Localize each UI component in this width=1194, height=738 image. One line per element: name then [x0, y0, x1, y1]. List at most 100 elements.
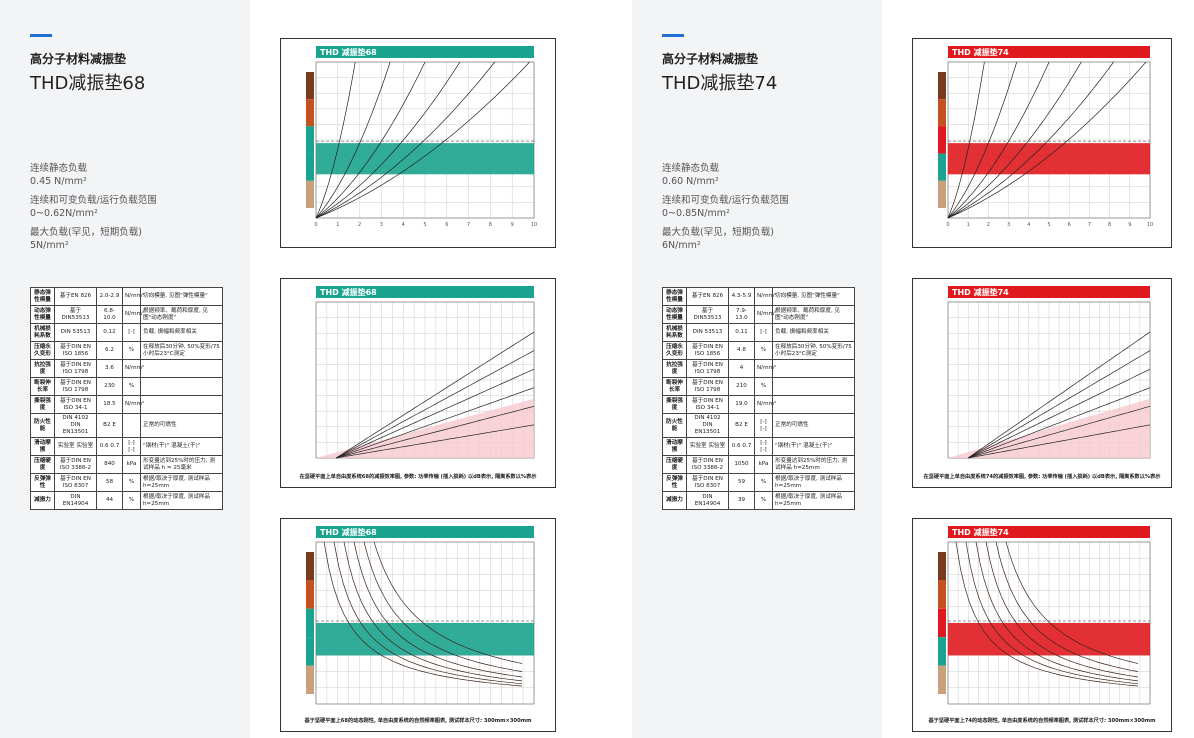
x-tick-label: 0: [314, 222, 317, 228]
curve: [315, 61, 530, 219]
table-cell: 压缩硬度: [30, 455, 55, 474]
curve: [955, 541, 1139, 687]
table-row: 抗拉强度 基于DIN EN ISO 1798 4 N/mm²: [662, 359, 855, 378]
table-cell: 4: [728, 359, 755, 378]
table-cell: B2 E: [96, 413, 123, 438]
table-row: 静态弹性模量 基于EN 826 4.3-5.9 N/mm² 切向模量, 见图"弹性模量": [662, 287, 855, 306]
spec-value: 0.60 N/mm²: [662, 176, 719, 187]
title-bar: [316, 526, 534, 538]
table-row: 动态弹性模量 基于DIN53513 6.8-10.0 N/mm² 根据频率、载荷和厚度,…: [30, 305, 223, 324]
x-tick-label: 4: [1027, 222, 1030, 228]
x-tick-label: 3: [1007, 222, 1010, 228]
table-cell: [140, 359, 223, 378]
title-bar: [948, 526, 1150, 538]
table-cell: 基于DIN EN ISO 1798: [54, 377, 97, 396]
axis-strip: [938, 153, 946, 181]
table-cell: DIN EN14904: [54, 491, 97, 510]
table-cell: 6.8-10.0: [96, 305, 123, 324]
table-cell: 切向模量, 见图"弹性模量": [140, 287, 223, 306]
curve: [965, 541, 1139, 685]
axis-strip: [938, 552, 946, 581]
spec-label: 最大负载(罕见，短期负载): [30, 227, 142, 238]
table-cell: 抗拉强度: [662, 359, 687, 378]
x-tick-label: 6: [445, 222, 448, 228]
load-band: [316, 623, 534, 656]
table-cell: 基于DIN EN ISO 1856: [54, 341, 97, 360]
curve: [343, 541, 523, 682]
table-cell: N/mm²: [754, 395, 776, 414]
table-cell: [140, 377, 223, 396]
table-row: 动态弹性模量 基于DIN53513 7.9-13.0 N/mm² 根据频率、载荷和厚度,…: [662, 305, 855, 324]
curve: [947, 61, 1114, 219]
table-cell: 1050: [728, 455, 755, 474]
spec-table: 静态弹性模量 基于EN 826 4.3-5.9 N/mm² 切向模量, 见图"弹性模量"…: [662, 287, 855, 510]
curve: [967, 368, 1151, 459]
table-cell: %: [122, 377, 141, 396]
table-cell: %: [754, 377, 773, 396]
table-cell: N/mm²: [122, 287, 144, 306]
chart-caption: 基于坚硬平面上74的动态刚性, 单自由度系统的自然频率图表, 测试样本尺寸: 3…: [927, 716, 1155, 724]
title-bar: [948, 286, 1150, 298]
table-cell: 减振力: [30, 491, 55, 510]
curve: [315, 61, 461, 219]
curve: [947, 61, 1050, 219]
axis-strip: [938, 637, 946, 666]
axis-strip: [938, 608, 946, 638]
spec-value: 6N/mm²: [662, 240, 701, 251]
curve: [995, 541, 1139, 672]
chart-title: THD 减振垫74: [952, 47, 1009, 57]
curve: [315, 61, 426, 219]
table-cell: 230: [96, 377, 123, 396]
curve: [947, 61, 1018, 219]
table-cell: DIN 53513: [54, 323, 97, 342]
table-cell: kPa: [122, 455, 141, 474]
spec-table: 静态弹性模量 基于EN 826 2.0-2.9 N/mm² 切向模量, 见图"弹性模量"…: [30, 287, 223, 510]
x-tick-label: 1: [336, 222, 339, 228]
curve: [947, 61, 985, 219]
curve: [333, 541, 523, 685]
table-cell: 0.12: [96, 323, 123, 342]
table-cell: 基于DIN EN ISO 1798: [54, 359, 97, 378]
table-cell: 正常的可燃性: [772, 413, 855, 438]
table-row: 压缩硬度 基于DIN EN ISO 3386-2 840 kPa 形变量达到25%时的压…: [30, 455, 223, 474]
table-row: 压缩永久变形 基于DIN EN ISO 1856 4.8% 在释放后30分钟, 50%…: [662, 341, 855, 360]
table-row: 压缩永久变形 基于DIN EN ISO 1856 6.2% 在释放后30分钟, 50%…: [30, 341, 223, 360]
table-cell: 撕裂强度: [662, 395, 687, 414]
table-cell: 基于DIN53513: [54, 305, 97, 324]
chart: THD 减振垫68 在坚硬平面上单自由度系统68的减振效率图, 参数: 功率传输 …: [280, 278, 556, 488]
table-row: 撕裂强度 基于DIN EN ISO 34-1 18.5 N/mm²: [30, 395, 223, 414]
table-cell: 防火性能: [30, 413, 55, 438]
x-tick-label: 10: [531, 222, 537, 228]
table-cell: 基于EN 826: [686, 287, 729, 306]
table-cell: 静态弹性模量: [662, 287, 687, 306]
axis-strip: [306, 608, 314, 638]
table-cell: kPa: [754, 455, 773, 474]
table-row: 机械损耗系数 DIN 53513 0.12 [-] 负载, 振幅和频率相关: [30, 323, 223, 342]
x-tick-label: 0: [946, 222, 949, 228]
chart: THD 减振垫68 基于坚硬平面上68的动态刚性, 单自由度系统的自然频率图表, …: [280, 518, 556, 732]
x-tick-label: 7: [467, 222, 470, 228]
table-cell: 切向模量, 见图"弹性模量": [772, 287, 855, 306]
table-row: 断裂伸长率 基于DIN EN ISO 1798 210%: [662, 377, 855, 396]
table-cell: 基于DIN EN ISO 8307: [54, 473, 97, 492]
table-cell: 实验室 实验室: [686, 437, 729, 456]
x-tick-label: 1: [967, 222, 970, 228]
table-cell: N/mm²: [754, 359, 776, 378]
table-cell: DIN 53513: [686, 323, 729, 342]
curve: [353, 541, 523, 678]
table-cell: DIN EN14904: [686, 491, 729, 510]
curve: [335, 405, 535, 459]
curve: [1005, 541, 1139, 664]
x-tick-label: 4: [402, 222, 405, 228]
table-cell: 减振力: [662, 491, 687, 510]
table-cell: [-] [-]: [754, 437, 773, 456]
table-cell: 反弹弹性: [30, 473, 55, 492]
chart-title: THD 减振垫68: [320, 527, 377, 537]
axis-strip: [306, 180, 314, 208]
table-cell: 2.0-2.9: [96, 287, 123, 306]
table-row: 静态弹性模量 基于EN 826 2.0-2.9 N/mm² 切向模量, 见图"弹性模量": [30, 287, 223, 306]
table-cell: 压缩永久变形: [662, 341, 687, 360]
axis-strip: [306, 126, 314, 154]
table-cell: [-] [-]: [122, 437, 141, 456]
chart-title: THD 减振垫68: [320, 287, 377, 297]
